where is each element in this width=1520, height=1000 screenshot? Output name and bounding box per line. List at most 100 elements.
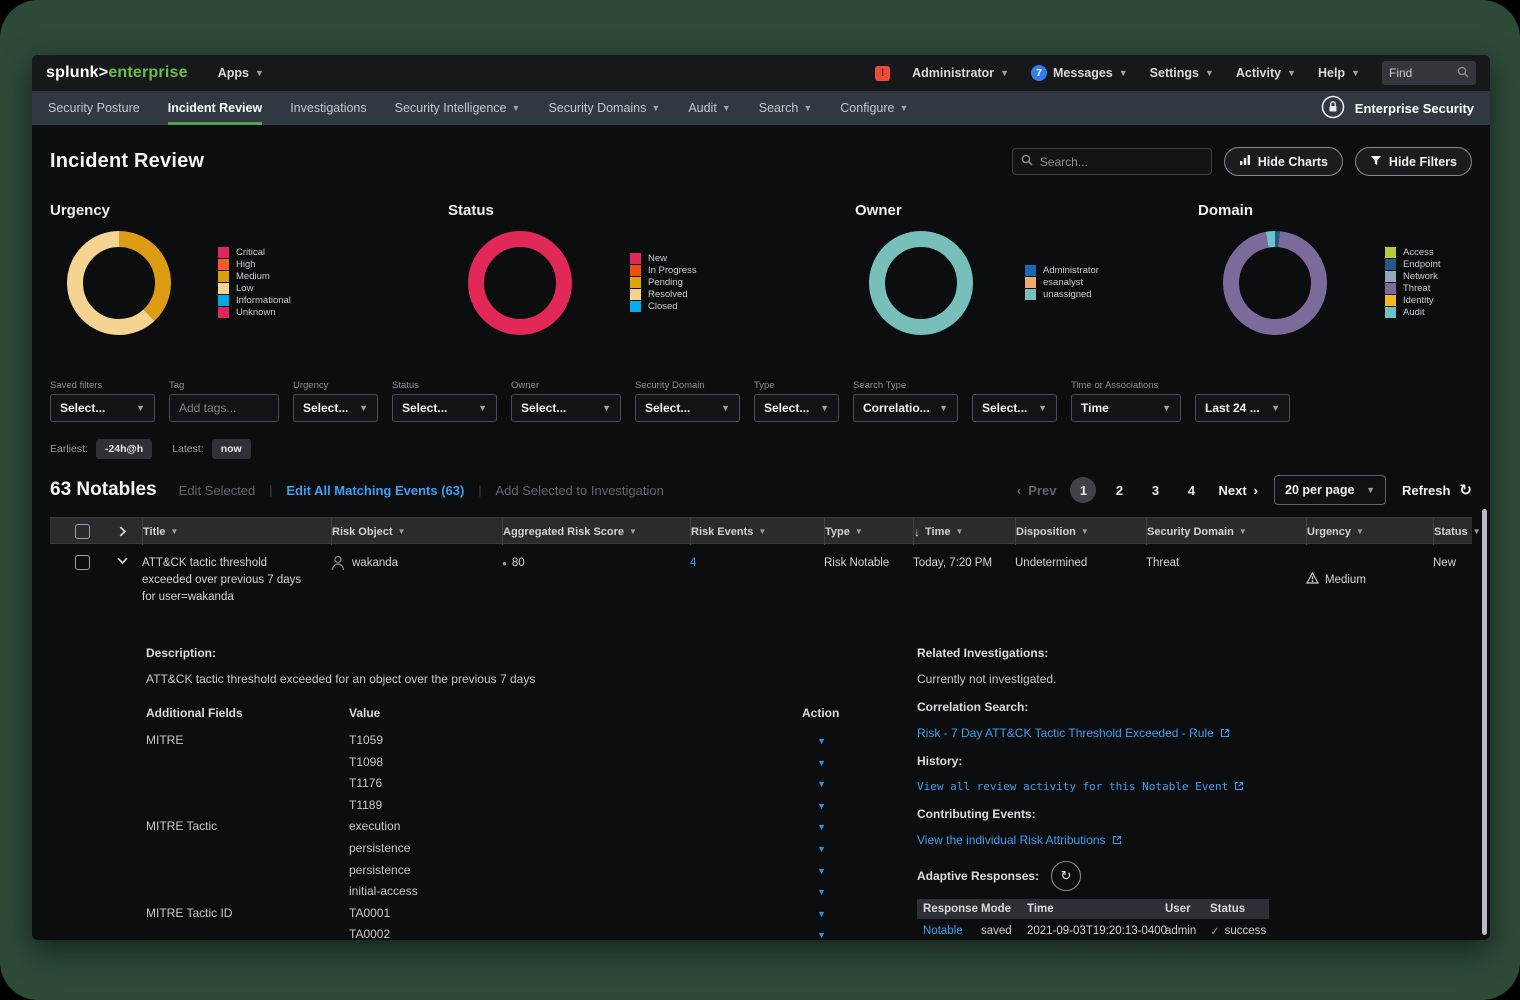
legend-swatch [218,295,229,306]
cell-score: ● 80 [502,557,525,569]
column-header-time[interactable]: ↓ Time ▼ [913,518,1015,545]
filter-select-status[interactable]: Select... ▼ [392,394,497,422]
column-header-risk-object[interactable]: Risk Object ▼ [331,518,502,545]
legend-swatch [630,253,641,264]
activity-menu[interactable]: Activity ▼ [1235,66,1296,80]
prev-page-button[interactable]: ‹ Prev [1016,482,1057,498]
column-header-status[interactable]: Status ▼ [1433,518,1481,545]
legend-swatch [1025,277,1036,288]
page-number-2[interactable]: 2 [1115,482,1124,498]
apps-menu[interactable]: Apps ▼ [217,66,264,80]
nav-item-security-intelligence[interactable]: Security Intelligence ▼ [395,91,521,125]
correlation-search-link[interactable]: Risk - 7 Day ATT&CK Tactic Threshold Exc… [917,726,1337,740]
column-header-security-domain[interactable]: Security Domain ▼ [1146,518,1306,545]
legend-label: Network [1403,271,1438,282]
action-dropdown[interactable]: ▼ [817,930,826,940]
latest-value-badge[interactable]: now [211,439,251,459]
legend-item-unknown: Unknown [218,307,291,318]
scrollbar[interactable] [1482,509,1487,935]
nav-item-investigations[interactable]: Investigations [290,91,366,125]
action-dropdown[interactable]: ▼ [817,800,826,811]
legend-swatch [630,301,641,312]
filter-select-owner[interactable]: Select... ▼ [511,394,621,422]
alert-icon[interactable]: ! [875,65,891,81]
action-dropdown[interactable]: ▼ [817,757,826,768]
chart-owner: Owner Administrator esanalyst unassigned [855,202,1198,354]
row-checkbox[interactable] [75,555,90,570]
legend-swatch [218,259,229,270]
nav-item-incident-review[interactable]: Incident Review [167,91,263,125]
column-header-risk-events[interactable]: Risk Events ▼ [690,518,824,545]
filter-select-security-domain[interactable]: Select... ▼ [635,394,740,422]
help-menu[interactable]: Help ▼ [1317,66,1360,80]
history-link[interactable]: View all review activity for this Notabl… [917,780,1337,793]
filter-select-type[interactable]: Select... ▼ [754,394,839,422]
legend-swatch [1025,289,1036,300]
ar-column-status: Status [1210,903,1246,915]
action-dropdown[interactable]: ▼ [817,865,826,876]
nav-item-audit[interactable]: Audit ▼ [688,91,730,125]
page-number-3[interactable]: 3 [1151,482,1160,498]
column-label: Risk Events [691,525,754,538]
chevron-down-icon: ▼ [651,103,661,113]
add-to-investigation-link[interactable]: Add Selected to Investigation [495,482,664,498]
splunk-logo[interactable]: splunk>enterprise [46,64,188,82]
chevron-down-icon[interactable] [117,555,142,566]
refresh-button[interactable]: Refresh ↻ [1402,482,1472,499]
action-dropdown[interactable]: ▼ [817,908,826,919]
legend-label: Unknown [236,307,276,318]
contributing-events-link[interactable]: View the individual Risk Attributions [917,833,1337,847]
filter-select-extra-8[interactable]: Select... ▼ [972,394,1057,422]
nav-item-label: Audit [688,101,717,115]
notables-toolbar: 63 Notables Edit Selected | Edit All Mat… [50,475,1472,505]
per-page-select[interactable]: 20 per page ▼ [1274,475,1386,505]
messages-menu[interactable]: 7 Messages ▼ [1030,65,1128,81]
legend-swatch [630,277,641,288]
action-dropdown[interactable]: ▼ [817,843,826,854]
hide-charts-button[interactable]: Hide Charts [1223,147,1343,176]
adaptive-refresh-button[interactable]: ↻ [1051,861,1082,891]
selected-value: Correlatio... [863,401,930,415]
administrator-menu[interactable]: Administrator ▼ [912,66,1009,80]
table-row[interactable]: ATT&CK tactic threshold exceeded over pr… [50,544,1472,606]
filter-select-urgency[interactable]: Select... ▼ [293,394,378,422]
filter-select-search-type[interactable]: Correlatio... ▼ [853,394,958,422]
column-header-aggregated-risk-score[interactable]: Aggregated Risk Score ▼ [502,518,690,545]
nav-item-configure[interactable]: Configure ▼ [840,91,908,125]
action-dropdown[interactable]: ▼ [817,736,826,746]
edit-selected-link[interactable]: Edit Selected [178,482,256,498]
pagination: ‹ Prev 1 2 3 4 Next › [1017,477,1258,503]
select-all-checkbox[interactable] [75,524,90,539]
earliest-value-badge[interactable]: -24h@h [95,439,153,459]
page-number-1[interactable]: 1 [1070,477,1097,503]
find-input[interactable]: Find [1382,61,1476,85]
column-header-disposition[interactable]: Disposition ▼ [1015,518,1146,545]
nav-item-security-posture[interactable]: Security Posture [48,91,140,125]
column-header-type[interactable]: Type ▼ [824,518,913,545]
refresh-icon: ↻ [1459,482,1472,499]
tag-input[interactable] [169,394,279,422]
hide-filters-button[interactable]: Hide Filters [1354,147,1472,176]
action-dropdown[interactable]: ▼ [817,779,826,790]
donut-chart-owner [869,231,973,335]
legend-label: esanalyst [1043,277,1084,288]
search-input[interactable]: Search... [1011,148,1212,175]
action-dropdown[interactable]: ▼ [817,822,826,833]
column-header-urgency[interactable]: Urgency ▼ [1306,518,1433,545]
chart-title-owner: Owner [855,202,902,219]
chart-status: Status New In Progress Pending Resolved Close… [448,202,855,354]
nav-item-search[interactable]: Search ▼ [759,91,813,125]
next-page-button[interactable]: Next › [1218,482,1258,498]
filter-select-time-or-associations[interactable]: Time ▼ [1071,394,1181,422]
edit-all-matching-link[interactable]: Edit All Matching Events (63) [286,482,465,498]
column-header-title[interactable]: Title ▼ [142,518,331,545]
action-dropdown[interactable]: ▼ [817,887,826,898]
response-link[interactable]: Notable [923,925,963,937]
risk-events-link[interactable]: 4 [690,557,697,569]
settings-menu[interactable]: Settings ▼ [1149,66,1214,80]
filter-select-saved-filters[interactable]: Select... ▼ [50,394,155,422]
nav-item-security-domains[interactable]: Security Domains ▼ [548,91,660,125]
page-number-4[interactable]: 4 [1187,482,1196,498]
donut-slice-new [468,231,572,335]
filter-select-extra-10[interactable]: Last 24 ... ▼ [1195,394,1290,422]
